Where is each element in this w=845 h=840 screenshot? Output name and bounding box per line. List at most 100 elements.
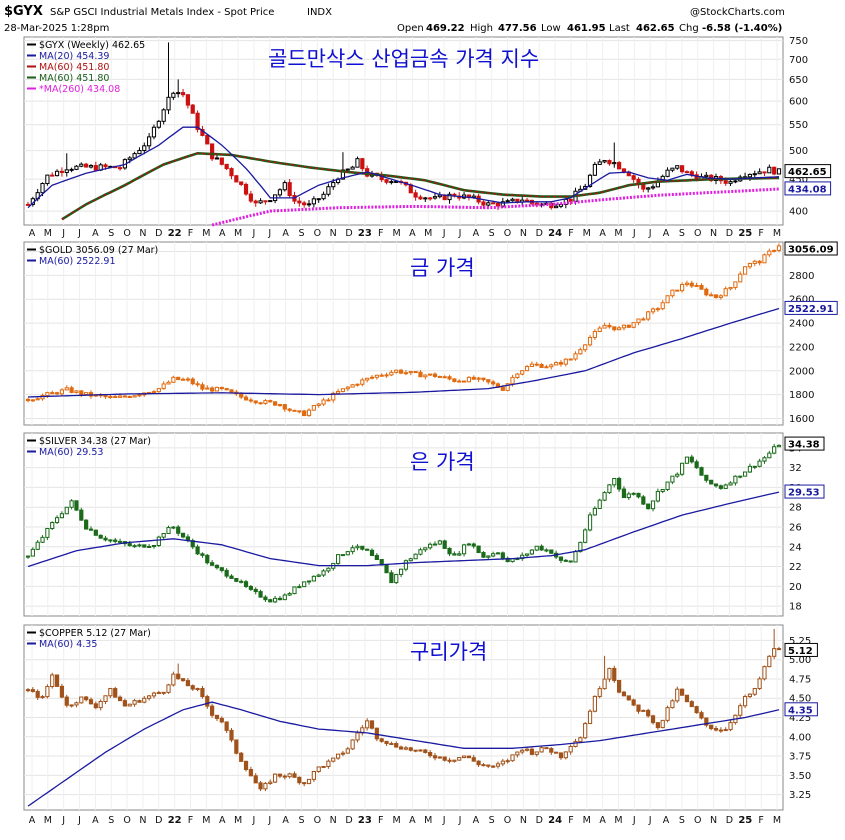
- copper-candle-body: [69, 704, 74, 707]
- gold-candle-body: [79, 390, 84, 396]
- gold-candle-body: [757, 260, 762, 264]
- gold-candle-body: [156, 388, 161, 393]
- copper-candle-body: [35, 690, 40, 698]
- gyx-panel: 400 450 500 550 600 650 700 750 $GYX (Weekly) 46…: [23, 36, 832, 227]
- copper-candle-body: [156, 692, 161, 695]
- gold-candle-body: [224, 388, 229, 391]
- bottom-axis-x-tick-label: S: [298, 815, 304, 826]
- bottom-axis-x-tick-label: J: [632, 815, 636, 826]
- gyx-y-tick-label: 450: [789, 175, 808, 186]
- copper-candle-body: [151, 692, 157, 697]
- gyx-y-tick-label: 400: [789, 207, 808, 218]
- copper-y-tick-label: 4.25: [789, 713, 811, 724]
- silver-candle-body: [742, 471, 748, 477]
- gold-candle-body: [369, 376, 375, 379]
- silver-candle-body: [171, 526, 176, 529]
- silver-candle-body: [699, 467, 704, 476]
- gold-candle-body: [621, 324, 627, 329]
- gold-candle-body: [171, 376, 176, 383]
- gyx-candle-body: [510, 198, 515, 202]
- silver-candle-body: [568, 560, 573, 563]
- gold-candle-body: [219, 386, 224, 390]
- silver-candle-body: [166, 527, 171, 535]
- copper-candle-body: [641, 709, 646, 712]
- copper-candle-body: [258, 782, 263, 790]
- top-axis-x-tick-label: O: [504, 228, 511, 239]
- gyx-candle-body: [234, 175, 239, 183]
- watermark[interactable]: @StockCharts.com: [690, 7, 785, 18]
- silver-candle-body: [495, 552, 501, 555]
- copper-candle-body: [592, 695, 597, 712]
- gold-candle-body: [335, 390, 341, 394]
- copper-candle-body: [437, 756, 442, 759]
- top-axis-x-tick-label: S: [108, 228, 114, 239]
- silver-candle-body: [592, 507, 597, 516]
- silver-candle-body: [471, 543, 476, 547]
- copper-candle-body: [384, 740, 389, 745]
- quote-open-label: Open: [397, 23, 424, 34]
- top-axis-x-tick-label: 25: [738, 228, 752, 239]
- quote-high: 477.56: [498, 23, 537, 34]
- silver-candle-body: [689, 456, 694, 463]
- copper-candle-body: [127, 703, 132, 707]
- silver-candle-body: [558, 556, 564, 561]
- gold-candle-body: [626, 324, 631, 328]
- gold-candle-body: [689, 282, 694, 287]
- exchange: INDX: [307, 7, 332, 18]
- gold-annotation: 금 가격: [410, 256, 475, 280]
- copper-candle-body: [147, 695, 152, 699]
- bottom-axis-x-tick-label: A: [219, 815, 226, 826]
- gold-candle-body: [413, 371, 418, 374]
- gold-candle-body: [660, 302, 665, 310]
- silver-candle-body: [88, 528, 94, 531]
- gold-candle-body: [505, 383, 510, 391]
- copper-candle-body: [287, 773, 292, 778]
- top-axis-x-tick-label: M: [392, 228, 400, 239]
- gyx-candle-body: [340, 169, 346, 180]
- bottom-axis-x-tick-label: N: [520, 815, 527, 826]
- silver-candle-body: [335, 554, 341, 564]
- gold-candle-body: [180, 378, 186, 381]
- silver-candle-body: [573, 551, 578, 563]
- top-axis-x-tick-label: M: [234, 228, 242, 239]
- copper-candle-body: [747, 693, 753, 698]
- bottom-axis-x-tick-label: N: [139, 815, 146, 826]
- copper-candle-body: [423, 749, 428, 753]
- copper-legend-entry: $COPPER 5.12 (27 Mar): [39, 628, 151, 639]
- bottom-axis-x-tick-label: M: [583, 815, 591, 826]
- gyx-candle-body: [597, 161, 602, 165]
- gold-candle-body: [398, 369, 404, 374]
- copper-candle-body: [563, 751, 568, 759]
- gold-candle-body: [592, 330, 597, 338]
- gold-candle-body: [471, 376, 476, 380]
- gold-candle-body: [612, 326, 617, 331]
- copper-candle-body: [239, 752, 244, 762]
- copper-candle-body: [602, 678, 607, 690]
- copper-candle-body: [166, 684, 171, 693]
- gold-candle-body: [355, 383, 360, 386]
- copper-candle-body: [510, 754, 515, 762]
- copper-candle-body: [665, 707, 670, 721]
- silver-y-tick-label: 22: [789, 562, 802, 573]
- copper-candle-body: [340, 752, 346, 755]
- silver-candle-body: [491, 553, 496, 557]
- gold-candle-body: [447, 376, 452, 380]
- copper-candle-body: [355, 732, 360, 741]
- top-axis-x-tick-label: J: [648, 228, 652, 239]
- copper-candle-body: [40, 696, 45, 699]
- gold-candle-body: [476, 377, 481, 380]
- silver-candle-body: [389, 572, 394, 584]
- quote-high-label: High: [470, 23, 493, 34]
- copper-candle-body: [59, 685, 65, 698]
- gyx-candle-body: [161, 109, 166, 122]
- silver-legend-entry: MA(60) 29.53: [39, 447, 103, 458]
- copper-candle-body: [180, 678, 186, 682]
- copper-legend-entry: MA(60) 4.35: [39, 639, 97, 650]
- silver-candle-body: [258, 591, 263, 598]
- gold-candle-body: [461, 380, 467, 383]
- silver-last-value-box: [784, 436, 825, 451]
- silver-candle-body: [35, 541, 40, 550]
- bottom-axis-x-tick-label: S: [679, 815, 685, 826]
- bottom-axis-x-tick-label: D: [155, 815, 162, 826]
- silver-candle-body: [74, 500, 79, 511]
